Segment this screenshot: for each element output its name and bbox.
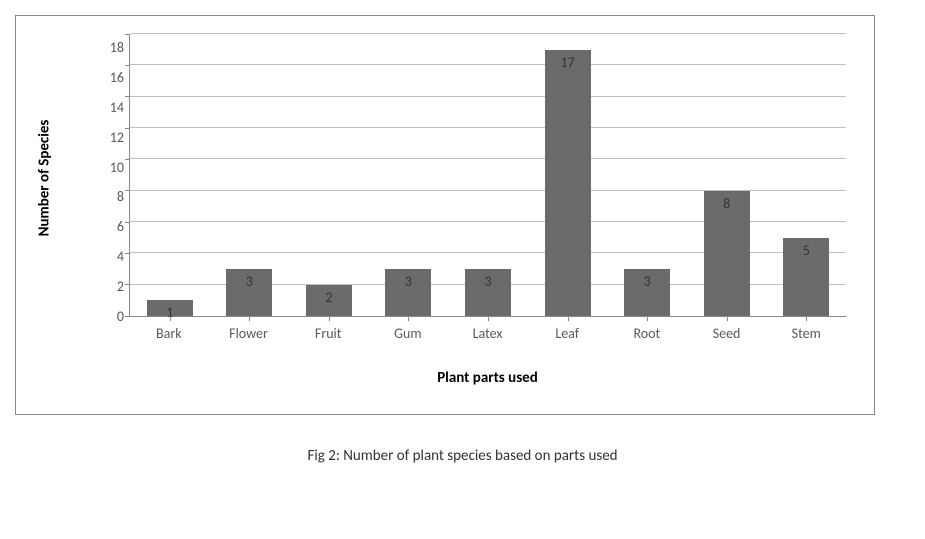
x-tick-label: Seed <box>687 325 767 342</box>
plot-area: 1 3 2 3 3 17 3 8 5 <box>129 34 846 317</box>
y-tick-mark <box>125 253 130 254</box>
bar: 8 <box>704 191 750 316</box>
x-tick-mark <box>170 316 171 321</box>
y-tick-mark <box>125 65 130 66</box>
x-tick-label: Root <box>607 325 687 342</box>
y-tick-mark <box>125 159 130 160</box>
x-tick-mark <box>249 316 250 321</box>
bar-value-label: 8 <box>723 195 730 212</box>
bar-group: 1 3 2 3 3 17 3 8 5 <box>130 34 846 316</box>
y-tick-label: 8 <box>86 190 124 204</box>
bar-slot: 1 <box>130 34 210 316</box>
x-tick-mark <box>408 316 409 321</box>
bar-value-label: 3 <box>484 273 491 290</box>
bar: 5 <box>783 238 829 316</box>
bar-slot: 5 <box>767 34 847 316</box>
y-axis-title: Number of Species <box>35 120 53 237</box>
bar-slot: 3 <box>369 34 449 316</box>
x-tick-label: Gum <box>368 325 448 342</box>
y-axis: 024681012141618 <box>86 34 124 317</box>
x-axis-title: Plant parts used <box>129 369 846 387</box>
bar-slot: 3 <box>210 34 290 316</box>
bar: 3 <box>385 269 431 316</box>
y-tick-mark <box>125 284 130 285</box>
bar-value-label: 17 <box>560 54 574 71</box>
bar-slot: 3 <box>607 34 687 316</box>
bar: 3 <box>226 269 272 316</box>
y-tick-mark <box>125 96 130 97</box>
y-tick-mark <box>125 222 130 223</box>
bar-slot: 3 <box>448 34 528 316</box>
x-tick-label: Bark <box>129 325 209 342</box>
y-tick-label: 10 <box>86 161 124 175</box>
y-tick-label: 4 <box>86 250 124 264</box>
figure-caption: Fig 2: Number of plant species based on … <box>15 447 910 465</box>
x-tick-label: Leaf <box>527 325 607 342</box>
y-tick-label: 0 <box>86 310 124 324</box>
bar: 2 <box>306 285 352 316</box>
bar-value-label: 2 <box>325 289 332 306</box>
y-tick-mark <box>125 316 130 317</box>
y-tick-mark <box>125 128 130 129</box>
y-tick-label: 14 <box>86 101 124 115</box>
x-tick-mark <box>488 316 489 321</box>
x-tick-mark <box>806 316 807 321</box>
plot-wrapper: Number of Species 024681012141618 132331… <box>34 34 846 392</box>
y-tick-label: 12 <box>86 131 124 145</box>
y-tick-mark <box>125 34 130 35</box>
bar-slot: 8 <box>687 34 767 316</box>
x-tick-mark <box>727 316 728 321</box>
chart-container: Number of Species 024681012141618 132331… <box>15 15 875 415</box>
x-tick-mark <box>568 316 569 321</box>
x-tick-mark <box>647 316 648 321</box>
bar-slot: 17 <box>528 34 608 316</box>
bar: 3 <box>465 269 511 316</box>
y-tick-label: 2 <box>86 280 124 294</box>
y-tick-label: 6 <box>86 220 124 234</box>
x-axis-labels: BarkFlowerFruitGumLatexLeafRootSeedStem <box>129 325 846 342</box>
x-tick-label: Latex <box>448 325 528 342</box>
bar-value-label: 3 <box>644 273 651 290</box>
x-tick-mark <box>329 316 330 321</box>
bar: 1 <box>147 300 193 316</box>
y-tick-label: 16 <box>86 71 124 85</box>
y-tick-mark <box>125 190 130 191</box>
x-tick-label: Stem <box>766 325 846 342</box>
bar: 3 <box>624 269 670 316</box>
bar: 17 <box>545 50 591 316</box>
bar-value-label: 3 <box>246 273 253 290</box>
bar-value-label: 5 <box>803 242 810 259</box>
x-tick-label: Fruit <box>288 325 368 342</box>
bar-slot: 2 <box>289 34 369 316</box>
bar-value-label: 3 <box>405 273 412 290</box>
y-tick-label: 18 <box>86 41 124 55</box>
x-tick-label: Flower <box>209 325 289 342</box>
